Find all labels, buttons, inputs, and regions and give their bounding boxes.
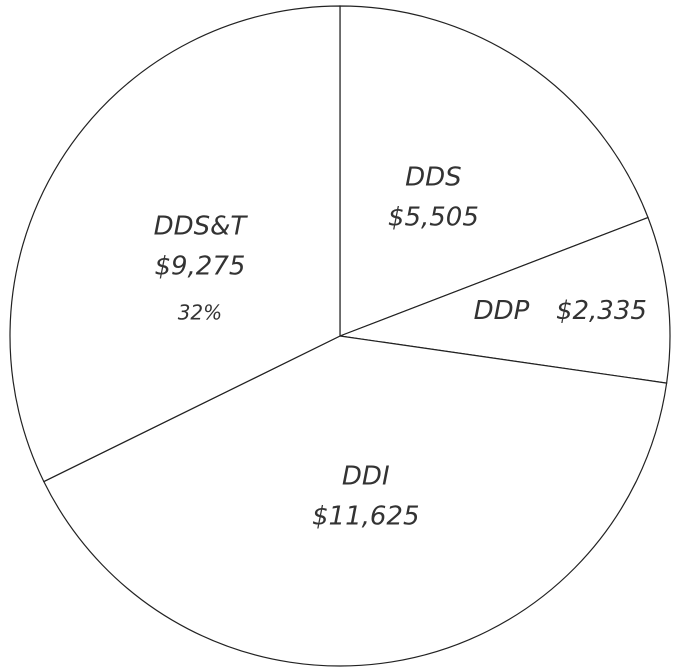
slice-value-label: $2,335 [556, 296, 647, 326]
slice-label: DDP [474, 296, 530, 326]
slice-label: DDI [342, 461, 390, 491]
slice-value-label: $11,625 [312, 501, 420, 531]
percent-label: 32% [178, 300, 222, 324]
slice-label: DDS&T [154, 211, 249, 241]
slice-value-label: $9,275 [154, 251, 245, 281]
slice-value-label: $5,505 [388, 202, 479, 232]
chart: DDS $5,505 DDP $2,335 DDI $11,625 DDS&T $9,275 3… [0, 0, 673, 669]
slice-label: DDS [405, 162, 462, 192]
